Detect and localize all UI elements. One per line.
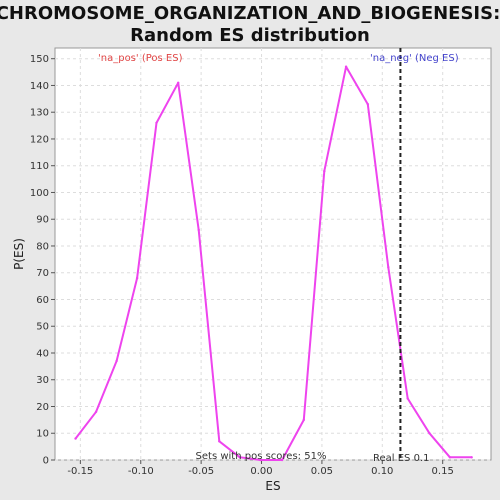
data-point [387, 266, 390, 269]
y-tick-label: 10 [36, 429, 49, 440]
chart-title-line2: Random ES distribution [130, 25, 370, 46]
grid [55, 48, 491, 461]
data-point [238, 456, 241, 459]
data-point [280, 458, 284, 462]
data-point [218, 440, 221, 443]
data-point [259, 458, 262, 462]
data-point [197, 228, 200, 232]
y-tick-label: 30 [36, 375, 49, 386]
y-tick-label: 50 [36, 322, 49, 333]
pos-label: 'na_pos' (Pos ES) [98, 53, 183, 64]
y-tick-label: 120 [30, 134, 49, 145]
y-axis-ticks: 0 10 20 30 40 50 60 70 80 90 100 110 120 130 140 150 [30, 54, 55, 467]
data-point [176, 81, 180, 84]
y-tick-label: 70 [36, 268, 49, 279]
y-axis-title: P(ES) [12, 238, 26, 270]
neg-label: 'na_neg' (Neg ES) [370, 53, 459, 64]
y-tick-label: 140 [30, 81, 49, 92]
y-tick-label: 150 [30, 54, 49, 65]
x-tick-label: 0.00 [250, 466, 272, 477]
data-point [155, 121, 158, 125]
x-axis-title: ES [265, 479, 280, 493]
data-point [135, 276, 139, 280]
data-point [428, 432, 431, 435]
y-tick-label: 110 [30, 161, 49, 172]
sets-with-pos-scores: Sets with pos scores: 51% [196, 451, 327, 462]
data-point [406, 397, 409, 400]
data-point [470, 456, 473, 459]
real-es-label: Real ES 0.1 [373, 453, 429, 464]
x-tick-label: -0.10 [128, 466, 154, 477]
y-tick-label: 80 [36, 241, 49, 252]
y-tick-label: 90 [36, 215, 49, 226]
data-point [74, 437, 77, 440]
chart-title-line1: CHROMOSOME_ORGANIZATION_AND_BIOGENESIS: [0, 3, 500, 24]
data-point [323, 169, 326, 173]
x-axis-ticks: -0.15 -0.10 -0.05 0.00 0.05 0.10 0.15 [67, 460, 454, 477]
x-tick-label: 0.15 [432, 466, 454, 477]
x-tick-label: 0.05 [311, 466, 333, 477]
y-tick-label: 130 [30, 108, 49, 119]
data-point [302, 418, 305, 422]
y-tick-label: 20 [36, 402, 49, 413]
data-point [115, 359, 118, 363]
data-point [366, 102, 370, 106]
data-point [448, 456, 452, 459]
series-line [74, 65, 472, 461]
x-tick-label: -0.15 [67, 466, 93, 477]
y-tick-label: 40 [36, 348, 49, 359]
data-point [344, 65, 348, 68]
plot-area [54, 47, 492, 461]
series-group [74, 65, 473, 462]
data-point [94, 410, 98, 414]
y-tick-label: 60 [36, 295, 49, 306]
x-tick-label: 0.10 [371, 466, 393, 477]
x-tick-label: -0.05 [188, 466, 214, 477]
y-tick-label: 0 [43, 456, 49, 467]
y-tick-label: 100 [30, 188, 49, 199]
